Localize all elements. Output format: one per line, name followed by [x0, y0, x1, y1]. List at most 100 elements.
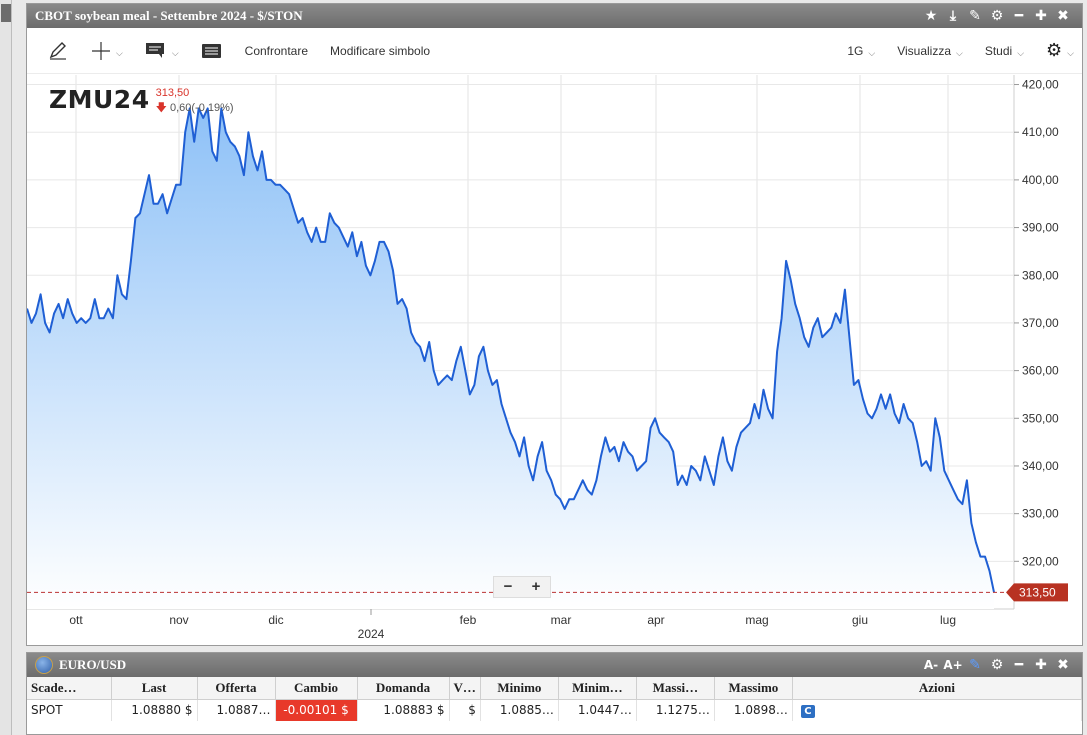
symbol-ticker: ZMU24 [49, 85, 150, 114]
last-price-tag [1006, 583, 1068, 602]
cell-expiry: SPOT [27, 699, 112, 721]
cell-bid: 1.0887… [197, 699, 276, 721]
col-header-ask[interactable]: Domanda [357, 677, 450, 700]
x-tick-label: nov [169, 613, 188, 627]
chevron-down-icon: ⌵ [1067, 48, 1074, 59]
y-tick-label: 330,00 [1022, 507, 1059, 521]
col-header-volume[interactable]: V… [449, 677, 481, 700]
y-tick-label: 320,00 [1022, 554, 1059, 568]
zoom-control: − + [493, 576, 551, 598]
compare-button[interactable]: Confrontare [244, 43, 309, 58]
modify-symbol-button[interactable]: Modificare simbolo [330, 43, 431, 58]
close-icon[interactable]: ✖ [1057, 8, 1069, 24]
quote-window: EURO/USD A- A+ ✎ ⚙ ━ ✚ ✖ Scade… Last Off… [26, 652, 1083, 735]
studies-label: Studi [984, 43, 1013, 58]
close-icon[interactable]: ✖ [1057, 657, 1069, 673]
cell-low: 1.0885… [480, 699, 559, 721]
cell-low2: 1.0447… [558, 699, 637, 721]
symbol-change: 🡇 0,60(-0,19%) [156, 99, 234, 118]
globe-icon [35, 656, 53, 674]
price-chart[interactable]: 420,00 410,00 400,00 390,00 380,00 370,00 360,… [26, 75, 1083, 648]
chevron-down-icon: ⌵ [116, 48, 123, 59]
font-larger-icon[interactable]: A+ [943, 658, 963, 672]
table-icon [201, 43, 221, 58]
chart-toolbar: ⌵ ⌵ Confrontare Modificare simbolo 1G ⌵ … [27, 28, 1082, 74]
y-tick-label: 370,00 [1022, 316, 1059, 330]
cell-change: -0.00101 $ [275, 699, 358, 721]
pen-icon[interactable]: ✎ [969, 657, 981, 673]
chart-titlebar: CBOT soybean meal - Settembre 2024 - $/S… [27, 4, 1082, 28]
x-tick-label: ott [69, 613, 83, 627]
view-dropdown[interactable]: Visualizza ⌵ [897, 42, 963, 59]
symbol-header: ZMU24 313,50 🡇 0,60(-0,19%) [49, 85, 234, 118]
cell-last: 1.08880 $ [111, 699, 198, 721]
price-line [26, 107, 995, 593]
cell-high: 1.0898… [714, 699, 793, 721]
chevron-down-icon: ⌵ [171, 48, 179, 59]
col-header-high[interactable]: Massimo [714, 677, 793, 700]
col-header-low[interactable]: Minimo [480, 677, 559, 700]
minimize-icon[interactable]: ━ [1014, 657, 1024, 673]
gear-icon[interactable]: ⚙ [990, 657, 1004, 673]
left-tab-handle[interactable] [1, 4, 11, 22]
gear-icon[interactable]: ⚙ [990, 8, 1004, 24]
col-header-high2[interactable]: Massi… [636, 677, 715, 700]
zoom-out-button[interactable]: − [503, 578, 513, 595]
x-tick-label: giu [852, 613, 868, 627]
font-smaller-icon[interactable]: A- [923, 658, 939, 672]
col-header-bid[interactable]: Offerta [197, 677, 276, 700]
y-tick-label: 350,00 [1022, 411, 1059, 425]
zoom-in-button[interactable]: + [531, 578, 541, 595]
col-header-last[interactable]: Last [111, 677, 198, 700]
symbol-last-price: 313,50 [155, 87, 190, 99]
col-header-low2[interactable]: Minim… [558, 677, 637, 700]
chevron-down-icon: ⌵ [868, 48, 876, 58]
x-tick-label: mag [745, 613, 768, 627]
chart-settings-button[interactable]: ⚙ ⌵ [1046, 40, 1074, 61]
left-panel-strip [0, 0, 12, 735]
col-header-actions[interactable]: Azioni [792, 677, 1083, 700]
x-tick-label: dic [268, 613, 283, 627]
crosshair-tool-button[interactable]: ⌵ [91, 41, 123, 61]
cell-actions: C [792, 699, 1083, 721]
chart-action-button[interactable]: C [800, 704, 815, 718]
x-tick-label: lug [940, 613, 956, 627]
crosshair-icon [92, 41, 110, 60]
interval-dropdown[interactable]: 1G ⌵ [847, 42, 875, 59]
pencil-icon [49, 41, 66, 60]
down-arrow-icon: 🡇 [155, 102, 167, 114]
table-row[interactable]: SPOT 1.08880 $ 1.0887… -0.00101 $ 1.0888… [27, 699, 1083, 721]
chevron-down-icon: ⌵ [956, 48, 963, 58]
x-tick-label: apr [647, 613, 664, 627]
y-tick-label: 360,00 [1022, 364, 1059, 378]
year-label: 2024 [358, 627, 385, 641]
col-header-expiry[interactable]: Scade… [27, 677, 112, 700]
window-title: CBOT soybean meal - Settembre 2024 - $/S… [35, 8, 303, 23]
col-header-change[interactable]: Cambio [275, 677, 358, 700]
chart-window: CBOT soybean meal - Settembre 2024 - $/S… [26, 3, 1083, 646]
data-table-button[interactable] [201, 42, 223, 60]
minimize-icon[interactable]: ━ [1014, 8, 1024, 24]
price-chart-svg[interactable]: 420,00 410,00 400,00 390,00 380,00 370,00 360,… [26, 75, 1083, 648]
x-tick-label: feb [460, 613, 477, 627]
y-tick-label: 400,00 [1022, 173, 1059, 187]
interval-label: 1G [847, 43, 864, 58]
gear-icon: ⚙ [1046, 40, 1063, 61]
maximize-icon[interactable]: ✚ [1035, 8, 1047, 24]
y-tick-label: 420,00 [1022, 78, 1059, 92]
draw-tool-button[interactable] [47, 41, 69, 61]
maximize-icon[interactable]: ✚ [1035, 657, 1047, 673]
quote-titlebar: EURO/USD A- A+ ✎ ⚙ ━ ✚ ✖ [27, 653, 1082, 677]
y-tick-label: 380,00 [1022, 268, 1059, 282]
pen-icon[interactable]: ✎ [969, 8, 981, 24]
annotation-tool-button[interactable]: ⌵ [145, 42, 179, 60]
download-icon[interactable]: ⤓ [949, 8, 957, 24]
star-icon[interactable]: ★ [924, 8, 938, 24]
chevron-down-icon: ⌵ [1017, 48, 1025, 58]
symbol-change-value: 0,60(-0,19%) [169, 102, 234, 114]
quote-title: EURO/USD [59, 657, 127, 672]
y-tick-label: 410,00 [1022, 125, 1059, 139]
y-tick-label: 340,00 [1022, 459, 1059, 473]
cell-volume: $ [449, 699, 481, 721]
studies-dropdown[interactable]: Studi ⌵ [985, 42, 1024, 59]
